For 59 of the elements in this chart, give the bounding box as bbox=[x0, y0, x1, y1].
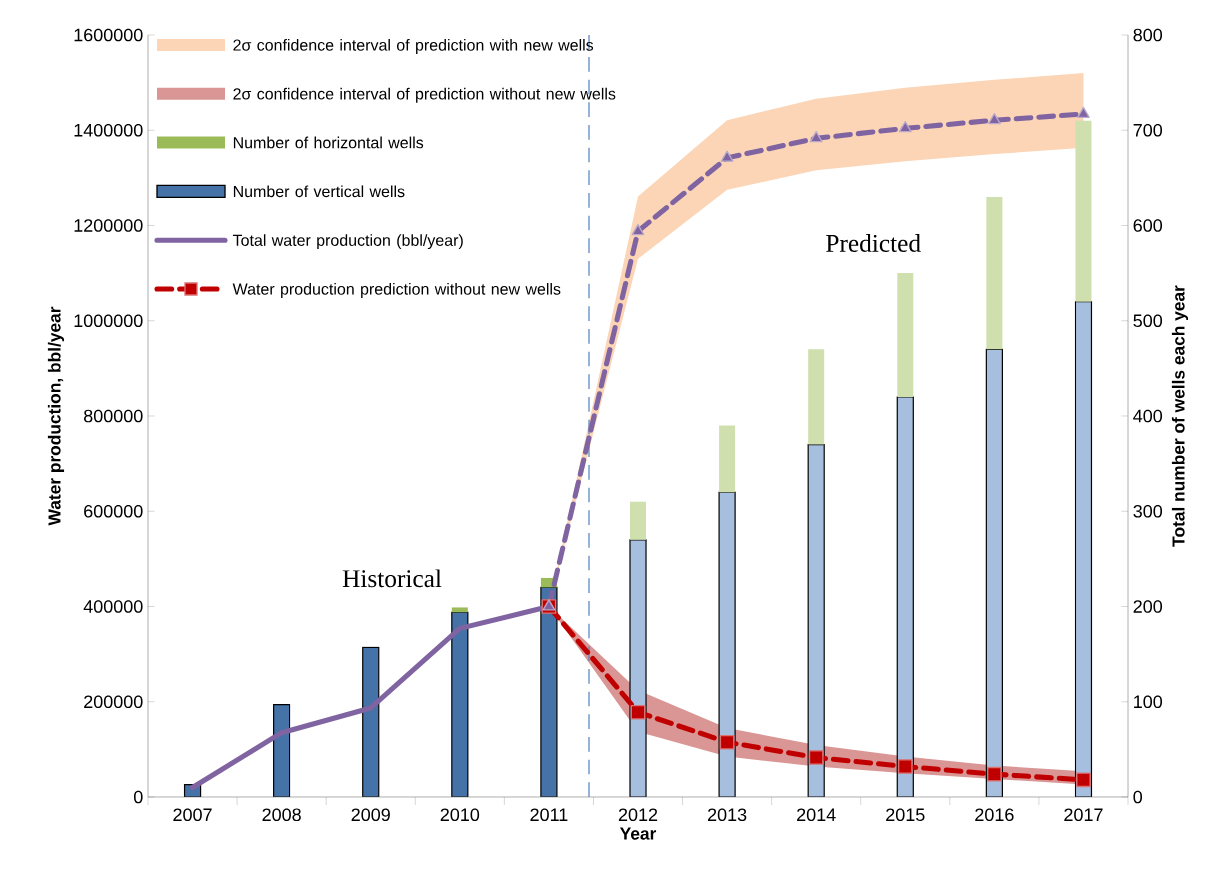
point bbox=[631, 223, 645, 236]
annotation: Predicted bbox=[826, 234, 921, 252]
y2-tick-label: 300 bbox=[1133, 504, 1163, 518]
x-tick-label: 2016 bbox=[975, 808, 1014, 822]
point bbox=[1077, 106, 1090, 119]
y-axis-title: Water production, bbl/year bbox=[47, 306, 65, 526]
point bbox=[630, 704, 646, 720]
x-tick-label: 2013 bbox=[707, 808, 747, 822]
x-tick-label: 2012 bbox=[618, 808, 658, 822]
point bbox=[897, 759, 913, 774]
legend-label: Total water production (bbl/year) bbox=[232, 234, 463, 250]
y-tick-label: 1200000 bbox=[74, 219, 143, 232]
y2-tick-label: 100 bbox=[1134, 695, 1163, 709]
x-tick-label: 2011 bbox=[530, 808, 568, 822]
bar bbox=[808, 349, 825, 445]
legend-label: Number of vertical wells bbox=[233, 185, 405, 198]
x-tick-label: 2008 bbox=[262, 808, 301, 822]
point bbox=[719, 734, 735, 750]
bar bbox=[897, 273, 914, 397]
y2-tick-label: 600 bbox=[1133, 219, 1163, 232]
y2-tick-label: 700 bbox=[1133, 123, 1163, 137]
bar bbox=[1075, 120, 1092, 302]
y-tick-label: 600000 bbox=[84, 504, 143, 518]
point bbox=[898, 121, 912, 133]
point bbox=[987, 766, 1002, 782]
x-tick-label: 2009 bbox=[351, 808, 390, 822]
y-tick-label: 1400000 bbox=[74, 123, 143, 137]
point bbox=[1076, 772, 1091, 788]
y2-tick-label: 200 bbox=[1133, 600, 1163, 613]
x-tick-label: 2014 bbox=[797, 808, 836, 822]
x-axis-title: Year bbox=[619, 827, 657, 840]
y-tick-label: 800000 bbox=[84, 409, 143, 423]
y-tick-label: 1600000 bbox=[74, 28, 143, 42]
bar bbox=[719, 425, 736, 493]
legend-label: Water production prediction without new wells bbox=[232, 283, 561, 298]
y-tick-label: 400000 bbox=[83, 600, 143, 613]
point bbox=[809, 131, 823, 143]
y-tick-label: 0 bbox=[133, 790, 143, 804]
x-tick-label: 2007 bbox=[173, 808, 212, 822]
y2-axis-title: Total number of wells each year bbox=[1171, 285, 1189, 547]
y2-tick-label: 800 bbox=[1133, 28, 1163, 42]
y2-tick-label: 0 bbox=[1133, 790, 1143, 804]
x-tick-label: 2015 bbox=[886, 808, 925, 822]
bar bbox=[986, 196, 1003, 350]
y2-tick-label: 500 bbox=[1133, 314, 1163, 328]
y2-tick-label: 400 bbox=[1133, 409, 1163, 423]
y-tick-label: 1000000 bbox=[74, 314, 143, 328]
bar bbox=[451, 607, 468, 613]
x-tick-label: 2010 bbox=[440, 808, 480, 822]
legend-label: 2σ confidence interval of prediction without new wells bbox=[233, 87, 616, 103]
bar bbox=[629, 501, 647, 540]
annotation: Historical bbox=[342, 569, 442, 588]
y-tick-label: 200000 bbox=[84, 695, 143, 709]
x-tick-label: 2017 bbox=[1064, 808, 1103, 822]
legend-label: Number of horizontal wells bbox=[233, 136, 424, 149]
legend-label: 2σ confidence interval of prediction with new wells bbox=[233, 39, 594, 54]
point bbox=[808, 750, 824, 765]
point bbox=[987, 112, 1001, 125]
point bbox=[720, 150, 734, 162]
